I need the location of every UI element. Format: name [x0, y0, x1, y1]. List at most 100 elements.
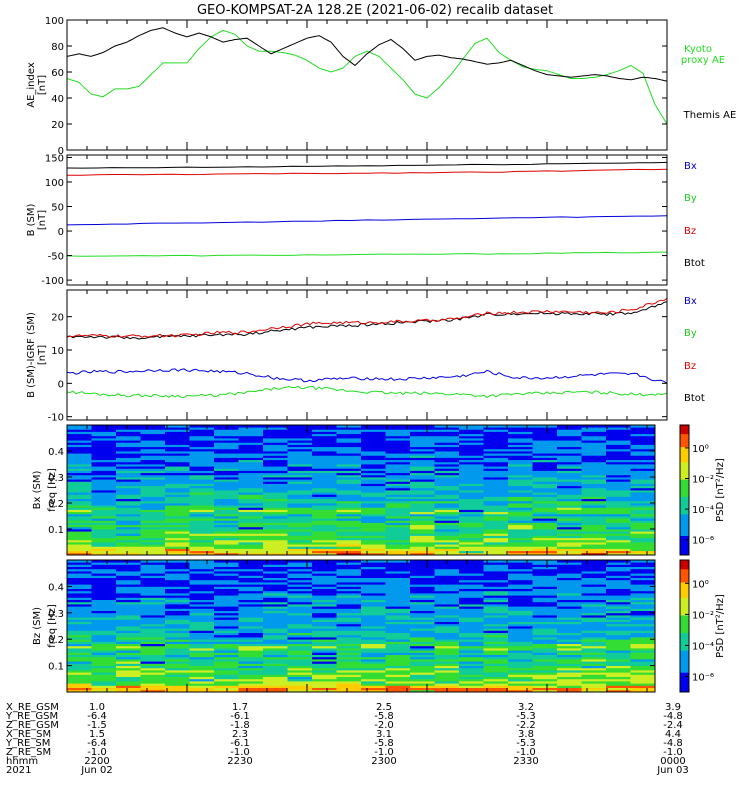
- spectrogram-cell: [312, 564, 337, 567]
- colorbar-step: [680, 685, 689, 689]
- spectrogram-cell: [263, 595, 288, 598]
- spectrogram-cell: [508, 652, 533, 655]
- spectrogram-cell: [140, 518, 166, 521]
- spectrogram-cell: [361, 524, 386, 528]
- spectrogram-cell: [508, 663, 533, 666]
- spectrogram-cell: [630, 573, 656, 576]
- spectrogram-cell: [508, 571, 533, 574]
- spectrogram-cell: [532, 676, 558, 680]
- spectrogram-cell: [557, 654, 582, 658]
- spectrogram-cell: [508, 562, 533, 565]
- spectrogram-cell: [238, 678, 264, 682]
- spectrogram-cell: [606, 524, 631, 528]
- spectrogram-cell: [140, 539, 166, 543]
- spectrogram-cell: [483, 654, 509, 658]
- spectrogram-cell: [67, 665, 92, 669]
- spectrogram-cell: [606, 593, 631, 596]
- colorbar-step: [680, 500, 689, 504]
- spectrogram-cell: [581, 564, 607, 567]
- spectrogram-cell: [91, 676, 117, 680]
- spectrogram-cell: [214, 577, 239, 581]
- spectrogram-cell: [189, 560, 215, 563]
- spectrogram-cell: [189, 628, 215, 631]
- spectrogram-cell: [214, 590, 239, 594]
- spectrogram-cell: [165, 562, 190, 565]
- spectrogram-cell: [606, 438, 631, 441]
- spectrogram-cell: [532, 621, 558, 625]
- spectrogram-cell: [361, 590, 386, 594]
- series-line-btot: [66, 385, 668, 399]
- spectrogram-cell: [165, 464, 190, 467]
- spectrogram-cell: [312, 575, 337, 578]
- spectrogram-cell: [214, 650, 239, 653]
- spectrogram-cell: [116, 440, 141, 443]
- spectrogram-cell: [116, 667, 141, 671]
- spectrogram-cell: [263, 470, 288, 474]
- spectrogram-cell: [581, 599, 607, 603]
- spectrogram-cell: [508, 586, 533, 589]
- spectrogram-cell: [581, 503, 607, 506]
- spectrogram-cell: [557, 645, 582, 649]
- spectrogram-cell: [410, 483, 435, 487]
- spectrogram-cell: [459, 676, 484, 680]
- spectrogram-cell: [165, 483, 190, 487]
- spectrogram-cell: [214, 531, 239, 534]
- spectrogram-cell: [434, 674, 460, 677]
- spectrogram-cell: [508, 552, 533, 556]
- spectrogram-cell: [189, 474, 215, 478]
- spectrogram-cell: [483, 498, 509, 502]
- spectrogram-cell: [508, 535, 533, 539]
- spectrogram-cell: [165, 520, 190, 523]
- spectrogram-cell: [630, 550, 656, 554]
- spectrogram-cell: [67, 610, 92, 614]
- spectrogram-cell: [140, 584, 166, 587]
- spectrogram-cell: [263, 485, 288, 489]
- spectrogram-cell: [312, 634, 337, 638]
- spectrogram-cell: [336, 509, 362, 513]
- spectrogram-cell: [336, 470, 362, 474]
- spectrogram-cell: [581, 656, 607, 660]
- spectrogram-cell: [116, 442, 141, 445]
- spectrogram-cell: [91, 564, 117, 567]
- spectrogram-cell: [557, 537, 582, 541]
- spectrogram-cell: [67, 639, 92, 642]
- colorbar-step: [680, 619, 689, 623]
- spectrogram-cell: [459, 520, 484, 523]
- spectrogram-cell: [385, 505, 411, 508]
- spectrogram-cell: [581, 498, 607, 502]
- spectrogram-cell: [263, 663, 288, 666]
- spectrogram-cell: [238, 464, 264, 467]
- spectrogram-cell: [287, 496, 313, 500]
- spectrogram-cell: [410, 544, 435, 547]
- spectrogram-cell: [91, 487, 117, 491]
- spectrogram-cell: [263, 670, 288, 673]
- spectrogram-cell: [140, 487, 166, 491]
- colorbar-step: [680, 667, 689, 671]
- spectrogram-cell: [385, 433, 411, 437]
- spectrogram-cell: [263, 593, 288, 596]
- spectrogram-cell: [91, 632, 117, 636]
- spectrogram-cell: [312, 503, 337, 506]
- spectrogram-cell: [287, 485, 313, 489]
- spectrogram-cell: [189, 676, 215, 680]
- spectrogram-cell: [91, 466, 117, 469]
- spectrogram-cell: [581, 485, 607, 489]
- spectrogram-cell: [67, 683, 92, 686]
- spectrogram-cell: [410, 513, 435, 517]
- spectrogram-cell: [532, 535, 558, 539]
- spectrogram-cell: [434, 637, 460, 640]
- spectrogram-cell: [91, 433, 117, 437]
- spectrogram-cell: [189, 573, 215, 576]
- spectrogram-cell: [361, 546, 386, 549]
- spectrogram-cell: [140, 511, 166, 515]
- spectrogram-cell: [508, 518, 533, 521]
- spectrogram-cell: [508, 608, 533, 611]
- colorbar-step: [680, 621, 689, 625]
- spectrogram-cell: [189, 670, 215, 673]
- spectrogram-cell: [165, 466, 190, 469]
- spectrogram-cell: [165, 584, 190, 587]
- spectrogram-cell: [606, 442, 631, 445]
- spectrogram-cell: [67, 481, 92, 484]
